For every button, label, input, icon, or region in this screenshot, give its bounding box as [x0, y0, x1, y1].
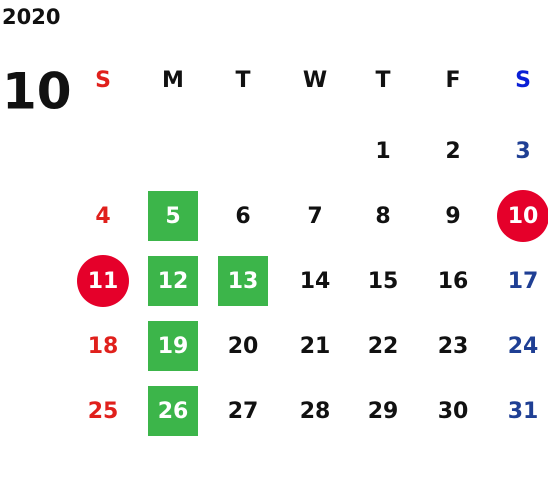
day: 5: [165, 204, 180, 229]
day: 13: [228, 269, 259, 294]
day: 3: [515, 139, 530, 164]
day: 12: [158, 269, 189, 294]
day: 1: [375, 139, 390, 164]
day: 25: [88, 399, 119, 424]
day: 20: [228, 334, 259, 359]
month: 10: [2, 63, 72, 121]
day: 26: [158, 399, 189, 424]
day: 4: [95, 204, 110, 229]
highlight-square: [148, 321, 198, 371]
day: 29: [368, 399, 399, 424]
weekday: S: [95, 68, 111, 93]
day: 19: [158, 334, 189, 359]
day: 23: [438, 334, 469, 359]
highlight-circle: [497, 190, 548, 242]
highlight-square: [148, 191, 198, 241]
day: 9: [445, 204, 460, 229]
day: 18: [88, 334, 119, 359]
highlight-circle: [77, 255, 129, 307]
highlight-square: [218, 256, 268, 306]
weekday: M: [162, 68, 184, 93]
weekday: T: [375, 68, 390, 93]
day: 10: [508, 204, 539, 229]
weekday: W: [303, 68, 327, 93]
day: 14: [300, 269, 331, 294]
weekday: F: [445, 68, 460, 93]
day: 8: [375, 204, 390, 229]
day: 22: [368, 334, 399, 359]
day: 16: [438, 269, 469, 294]
highlight-square: [148, 256, 198, 306]
day: 15: [368, 269, 399, 294]
day: 2: [445, 139, 460, 164]
highlight-square: [148, 386, 198, 436]
weekday: T: [235, 68, 250, 93]
day: 27: [228, 399, 259, 424]
day: 11: [88, 269, 119, 294]
day: 30: [438, 399, 469, 424]
day: 7: [307, 204, 322, 229]
day: 28: [300, 399, 331, 424]
day: 21: [300, 334, 331, 359]
day: 17: [508, 269, 539, 294]
year: 2020: [2, 5, 60, 29]
day: 31: [508, 399, 539, 424]
day: 6: [235, 204, 250, 229]
day: 24: [508, 334, 539, 359]
weekday: S: [515, 68, 531, 93]
